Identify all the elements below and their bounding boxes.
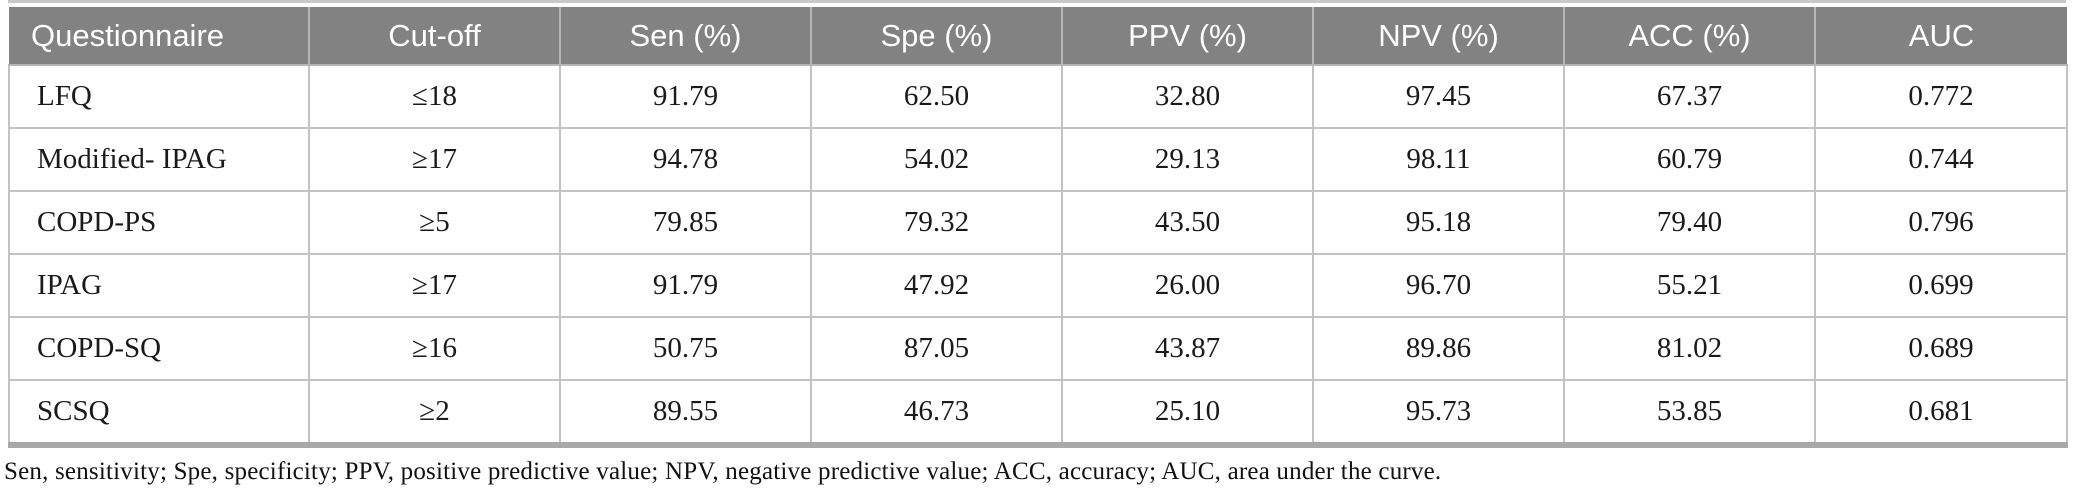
cell-ppv: 25.10 (1061, 380, 1314, 446)
cell-specificity: 87.05 (810, 317, 1063, 381)
results-table-container: Questionnaire Cut-off Sen (%) Spe (%) PP… (8, 0, 2068, 448)
cell-auc: 0.681 (1814, 380, 2068, 446)
cell-ppv: 43.50 (1061, 191, 1314, 255)
table-row-modified-ipag: Modified- IPAG ≥17 94.78 54.02 29.13 98.… (8, 128, 2068, 192)
table-row-scsq: SCSQ ≥2 89.55 46.73 25.10 95.73 53.85 0.… (8, 380, 2068, 446)
cell-cutoff: ≤18 (308, 65, 561, 129)
cell-specificity: 54.02 (810, 128, 1063, 192)
cell-cutoff: ≥17 (308, 254, 561, 318)
cell-sensitivity: 50.75 (559, 317, 812, 381)
cell-questionnaire: Modified- IPAG (8, 128, 310, 192)
cell-specificity: 47.92 (810, 254, 1063, 318)
cell-ppv: 43.87 (1061, 317, 1314, 381)
column-header-ppv: PPV (%) (1061, 7, 1313, 66)
cell-auc: 0.689 (1814, 317, 2068, 381)
cell-npv: 96.70 (1312, 254, 1565, 318)
column-header-questionnaire: Questionnaire (9, 7, 309, 66)
cell-accuracy: 60.79 (1563, 128, 1816, 192)
header-row: Questionnaire Cut-off Sen (%) Spe (%) PP… (9, 7, 2067, 66)
cell-ppv: 29.13 (1061, 128, 1314, 192)
table-row-lfq: LFQ ≤18 91.79 62.50 32.80 97.45 67.37 0.… (8, 65, 2068, 129)
column-header-accuracy: ACC (%) (1563, 7, 1815, 66)
cell-npv: 97.45 (1312, 65, 1565, 129)
cell-npv: 98.11 (1312, 128, 1565, 192)
cell-specificity: 62.50 (810, 65, 1063, 129)
cell-npv: 89.86 (1312, 317, 1565, 381)
table-row-copd-sq: COPD-SQ ≥16 50.75 87.05 43.87 89.86 81.0… (8, 317, 2068, 381)
cell-auc: 0.699 (1814, 254, 2068, 318)
cell-accuracy: 79.40 (1563, 191, 1816, 255)
cell-auc: 0.772 (1814, 65, 2068, 129)
cell-cutoff: ≥5 (308, 191, 561, 255)
cell-questionnaire: SCSQ (8, 380, 310, 446)
cell-questionnaire: IPAG (8, 254, 310, 318)
column-header-specificity: Spe (%) (810, 7, 1062, 66)
cell-auc: 0.744 (1814, 128, 2068, 192)
column-header-auc: AUC (1814, 7, 2067, 66)
cell-accuracy: 55.21 (1563, 254, 1816, 318)
cell-auc: 0.796 (1814, 191, 2068, 255)
cell-sensitivity: 89.55 (559, 380, 812, 446)
cell-accuracy: 81.02 (1563, 317, 1816, 381)
cell-specificity: 79.32 (810, 191, 1063, 255)
cell-ppv: 32.80 (1061, 65, 1314, 129)
cell-cutoff: ≥16 (308, 317, 561, 381)
cell-sensitivity: 91.79 (559, 254, 812, 318)
cell-npv: 95.18 (1312, 191, 1565, 255)
cell-cutoff: ≥17 (308, 128, 561, 192)
column-header-npv: NPV (%) (1312, 7, 1564, 66)
table-footnote: Sen, sensitivity; Spe, specificity; PPV,… (4, 458, 1442, 485)
cell-sensitivity: 79.85 (559, 191, 812, 255)
cell-sensitivity: 94.78 (559, 128, 812, 192)
cell-questionnaire: COPD-SQ (8, 317, 310, 381)
cell-accuracy: 53.85 (1563, 380, 1816, 446)
column-header-sensitivity: Sen (%) (559, 7, 811, 66)
cell-specificity: 46.73 (810, 380, 1063, 446)
cell-sensitivity: 91.79 (559, 65, 812, 129)
cell-ppv: 26.00 (1061, 254, 1314, 318)
cell-questionnaire: COPD-PS (8, 191, 310, 255)
cell-cutoff: ≥2 (308, 380, 561, 446)
table-row-ipag: IPAG ≥17 91.79 47.92 26.00 96.70 55.21 0… (8, 254, 2068, 318)
results-table: Questionnaire Cut-off Sen (%) Spe (%) PP… (8, 7, 2068, 448)
cell-questionnaire: LFQ (8, 65, 310, 129)
cell-accuracy: 67.37 (1563, 65, 1816, 129)
column-header-cutoff: Cut-off (308, 7, 560, 66)
table-row-copd-ps: COPD-PS ≥5 79.85 79.32 43.50 95.18 79.40… (8, 191, 2068, 255)
cell-npv: 95.73 (1312, 380, 1565, 446)
